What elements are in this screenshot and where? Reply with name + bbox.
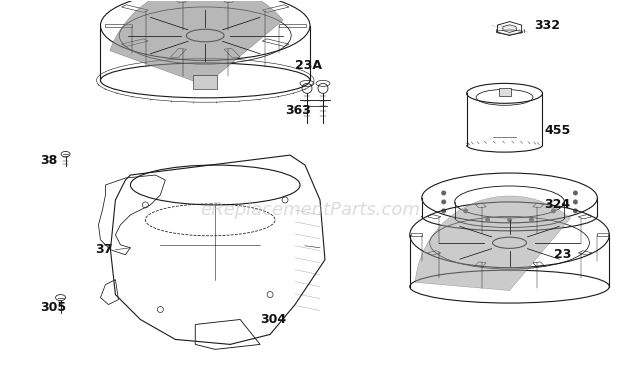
Circle shape — [529, 218, 534, 222]
Text: 332: 332 — [534, 19, 560, 32]
Circle shape — [573, 208, 578, 213]
Circle shape — [551, 208, 556, 213]
Circle shape — [441, 191, 446, 195]
Circle shape — [507, 218, 512, 222]
Wedge shape — [415, 196, 570, 290]
Circle shape — [463, 208, 468, 213]
Text: 304: 304 — [260, 313, 286, 326]
Bar — [498, 88, 510, 96]
Circle shape — [573, 199, 578, 205]
Text: 455: 455 — [544, 124, 571, 137]
Text: 23A: 23A — [295, 59, 322, 72]
Text: 37: 37 — [95, 243, 113, 256]
Text: 324: 324 — [544, 198, 570, 211]
Circle shape — [441, 199, 446, 205]
Text: 363: 363 — [285, 104, 311, 117]
Circle shape — [441, 208, 446, 213]
Text: 38: 38 — [40, 154, 58, 166]
Text: eReplacementParts.com: eReplacementParts.com — [200, 201, 420, 219]
Text: 23: 23 — [554, 248, 572, 261]
Text: 305: 305 — [40, 301, 67, 314]
Circle shape — [573, 191, 578, 195]
FancyBboxPatch shape — [193, 75, 217, 90]
Circle shape — [485, 218, 490, 222]
Wedge shape — [110, 0, 283, 85]
